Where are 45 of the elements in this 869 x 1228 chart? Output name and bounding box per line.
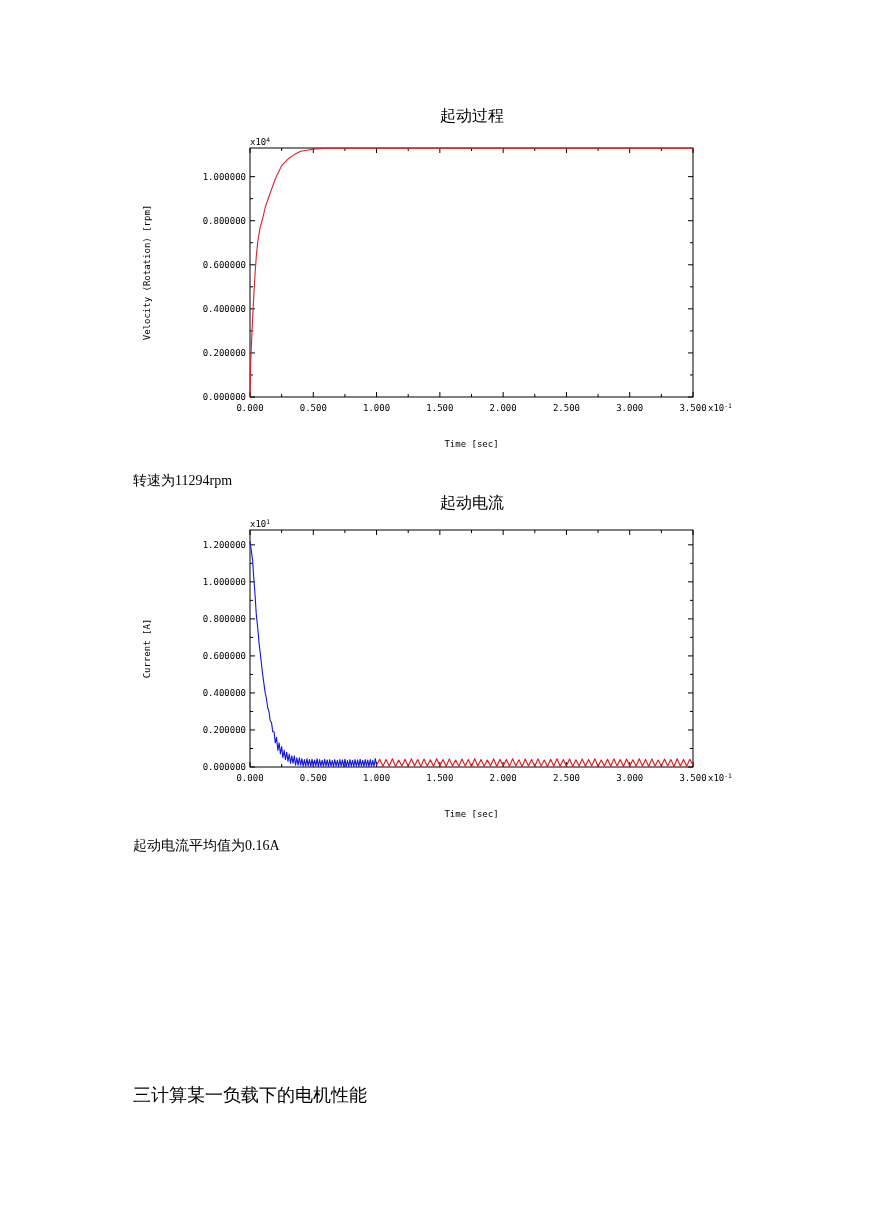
x-tick-label: 1.000: [363, 773, 391, 783]
text: 转速为11294rpm: [133, 473, 233, 488]
y-tick-label: 0.400000: [202, 687, 246, 698]
text: x10$^{-1}$: [708, 401, 733, 413]
x-tick-label: 1.500: [426, 773, 454, 783]
text: x10$^{4}$: [250, 135, 271, 147]
text: 三计算某一负载下的电机性能: [133, 1085, 367, 1105]
line-series: [376, 758, 694, 767]
x-tick-label: 3.500: [679, 773, 707, 783]
y-axis-title: Velocity (Rotation) [rpm]: [142, 204, 152, 341]
y-tick-label: 0.200000: [202, 724, 246, 735]
x-axis-title: Time [sec]: [444, 809, 499, 819]
x-tick-label: 0.000: [236, 773, 264, 783]
y-tick-label: 0.600000: [202, 650, 246, 661]
x-tick-label: 1.500: [426, 403, 454, 413]
text: x10$^{1}$: [250, 517, 271, 529]
x-tick-label: 0.500: [299, 773, 327, 783]
text: x10$^{-1}$: [708, 771, 733, 783]
x-tick-label: 2.000: [489, 403, 517, 413]
x-axis-title: Time [sec]: [444, 439, 499, 449]
y-tick-label: 0.400000: [202, 303, 246, 314]
x-tick-label: 2.000: [489, 773, 517, 783]
x-tick-label: 2.500: [552, 403, 580, 413]
y-tick-label: 0.800000: [202, 613, 246, 624]
chart-title: 起动过程: [439, 107, 504, 124]
x-tick-label: 3.000: [616, 773, 644, 783]
y-tick-label: 0.200000: [202, 347, 246, 358]
y-axis-title: Current [A]: [142, 618, 152, 679]
x-tick-label: 0.000: [236, 403, 264, 413]
line-series: [249, 147, 694, 398]
y-tick-label: 0.000000: [202, 392, 246, 402]
x-tick-label: 3.000: [616, 403, 644, 413]
y-tick-label: 1.000000: [202, 576, 246, 587]
chart-title: 起动电流: [439, 494, 504, 511]
x-tick-label: 0.500: [299, 403, 327, 413]
x-tick-label: 1.000: [363, 403, 391, 413]
y-tick-label: 0.600000: [202, 259, 246, 270]
y-tick-label: 1.200000: [202, 539, 246, 550]
x-tick-label: 2.500: [552, 773, 580, 783]
x-tick-label: 3.500: [679, 403, 707, 413]
y-tick-label: 0.000000: [202, 762, 246, 772]
line-series: [249, 540, 378, 768]
y-tick-label: 0.800000: [202, 215, 246, 226]
text: 起动电流平均值为0.16A: [133, 838, 281, 853]
y-tick-label: 1.000000: [202, 171, 246, 182]
